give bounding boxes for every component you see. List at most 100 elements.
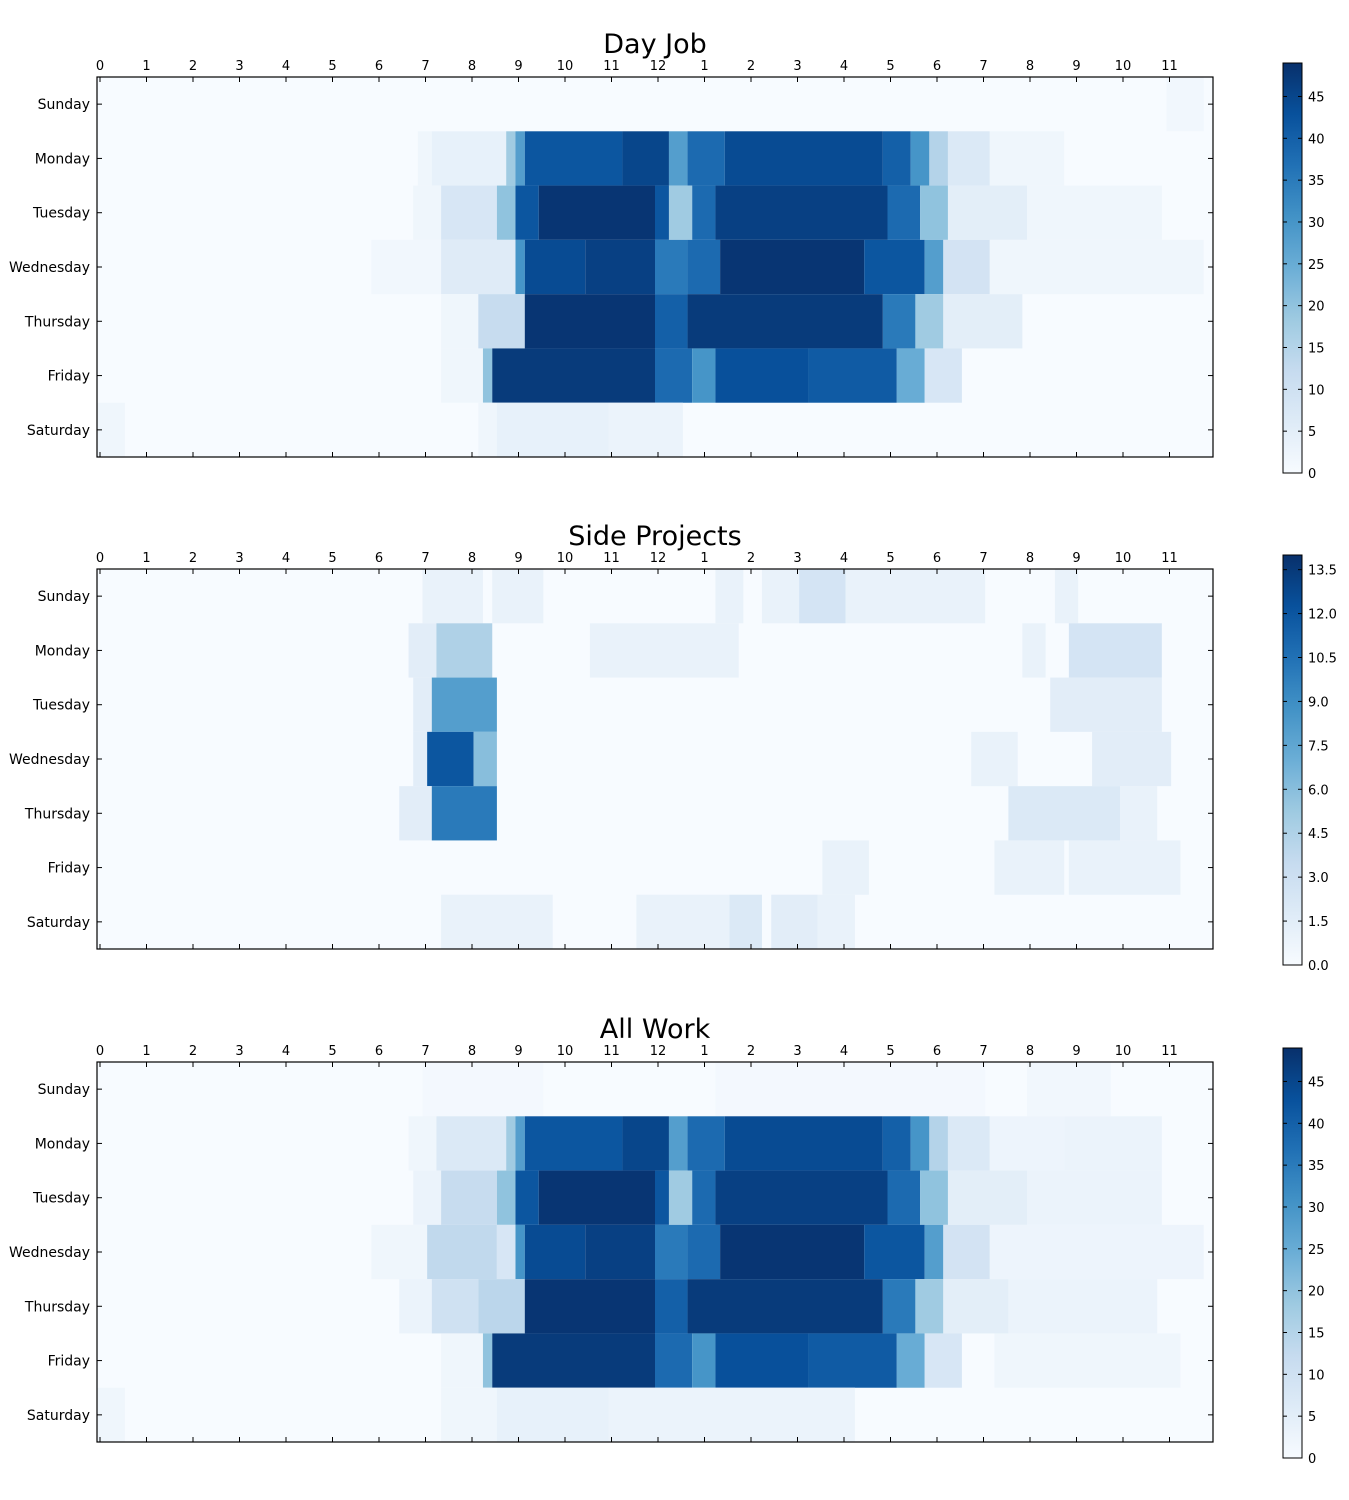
heat-cell [1064,1116,1162,1171]
x-tick-label: 9 [514,59,522,74]
colorbar [1282,62,1303,474]
colorbar-tick-label: 0 [1308,1452,1316,1467]
x-tick-label: 8 [468,551,476,566]
heat-cell [1050,677,1162,732]
heat-cell [687,1279,883,1334]
x-tick-label: 9 [1072,59,1080,74]
heat-cell [817,894,855,949]
heat-cell [715,569,744,624]
y-tick-label: Thursday [24,806,90,822]
colorbar-tick-label: 45 [1308,1075,1325,1090]
heat-cell [715,1170,888,1225]
x-tick-label: 1 [700,1044,708,1059]
heat-cell [924,239,944,295]
x-tick-label: 12 [650,1044,667,1059]
heat-cell [422,1062,544,1117]
heat-cell [524,1224,586,1280]
x-tick-label: 3 [793,1044,801,1059]
x-tick-label: 4 [840,59,848,74]
heat-cell [441,1170,497,1225]
colorbar-tick-label: 35 [1308,1159,1325,1174]
colorbar-tick-label: 30 [1308,216,1325,231]
heat-cell [1022,623,1046,678]
x-tick-label: 2 [747,551,755,566]
colorbar-tick-label: 25 [1308,1243,1325,1258]
heat-cell [431,677,497,732]
heatmap-panel-3: All Work 0 1 2 3 4 5 6 7 8 9 10 11 12 1 2 3 4 5 6 7 8 9 10 11 Sun… [0,985,1349,1477]
colorbar-tick-label: 7.5 [1308,739,1329,754]
y-tick-label: Friday [48,369,90,385]
heatmap-panel-2: Side Projects 0 1 2 3 4 5 6 7 8 9 10 11 12 1 2 3 4 5 6 7 8 9 10… [0,492,1349,984]
x-tick-label: 10 [1115,1044,1132,1059]
x-tick-label: 2 [189,551,197,566]
x-tick-label: 10 [1115,59,1132,74]
x-tick-label: 6 [375,59,383,74]
x-tick-label: 12 [650,551,667,566]
y-tick-label: Monday [35,151,90,167]
heat-cell [994,1333,1181,1388]
heat-cell [431,1279,479,1334]
heat-cell [1068,623,1162,678]
heat-cell [947,1170,1027,1225]
heat-cell [441,185,497,240]
colorbar-tick-label: 40 [1308,132,1325,147]
colorbar-tick-label: 5 [1308,425,1316,440]
y-tick-label: Tuesday [32,698,90,714]
heat-cell [687,131,725,186]
x-tick-label: 3 [235,59,243,74]
heat-cell [413,677,432,732]
heat-cell [436,623,493,678]
heat-cell [482,1333,493,1388]
heat-cell [1092,731,1172,787]
heat-cell [408,623,437,678]
heat-cell [473,731,497,787]
heat-cell [608,1387,855,1442]
colorbar-tick-label: 40 [1308,1117,1325,1132]
heatmap-panel-1: Day Job 0 1 2 3 4 5 6 7 8 9 10 11 12 1 2 3 4 5 6 7 8 9 10 11 Sund… [0,0,1349,492]
colorbar-tick-label: 10.5 [1308,652,1337,667]
heat-cell [515,1224,525,1280]
x-tick-label: 7 [421,59,429,74]
heat-cell [920,1170,948,1225]
heat-cell [896,348,925,403]
heat-cell [422,569,483,624]
x-tick-label: 3 [793,59,801,74]
y-tick-label: Friday [48,1354,90,1370]
heat-cell [687,1224,721,1280]
heat-cell [441,294,479,349]
heat-cell [864,1224,925,1280]
heat-cell [441,239,516,295]
heat-cell [538,185,655,240]
x-tick-label: 0 [96,551,104,566]
x-tick-label: 5 [328,59,336,74]
heat-cell [496,1224,516,1280]
chart-title: Side Projects [568,521,741,552]
heat-cell [608,402,683,457]
heat-cell [720,1224,865,1280]
y-tick-label: Thursday [24,314,90,330]
x-tick-label: 6 [933,1044,941,1059]
heat-cell [989,131,1065,186]
colorbar-tick-label: 1.5 [1308,915,1329,930]
x-tick-label: 8 [1026,551,1034,566]
heat-cell [524,131,623,186]
heat-cell [441,894,553,949]
x-tick-label: 12 [650,59,667,74]
x-tick-label: 1 [142,59,150,74]
x-tick-label: 7 [979,59,987,74]
heat-cell [947,131,990,186]
y-tick-label: Sunday [38,589,90,605]
colorbar-tick-label: 15 [1308,341,1325,356]
x-tick-label: 7 [421,1044,429,1059]
heat-cell [687,239,721,295]
colorbar-tick-label: 35 [1308,174,1325,189]
heat-cell [655,348,693,403]
heat-cell [1027,1062,1111,1117]
heat-cell [622,131,669,186]
heat-cell [924,1224,944,1280]
x-tick-label: 11 [1161,551,1178,566]
heat-cell [924,348,962,403]
heat-cell [655,1224,688,1280]
heat-cell [668,131,688,186]
colorbar-tick-label: 13.5 [1308,564,1337,579]
